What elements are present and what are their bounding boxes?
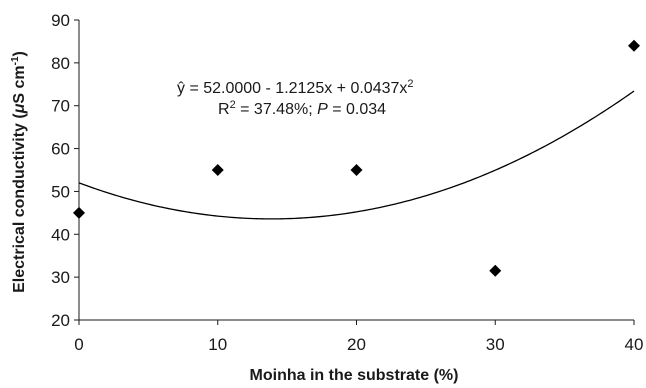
y-axis-title: Electrical conductivity (μS cm-1) bbox=[10, 51, 28, 293]
y-tick-label: 90 bbox=[51, 11, 70, 30]
x-axis-title: Moinha in the substrate (%) bbox=[250, 367, 459, 384]
y-tick-label: 80 bbox=[51, 54, 70, 73]
x-tick-label: 30 bbox=[486, 335, 505, 354]
x-tick-label: 20 bbox=[347, 335, 366, 354]
data-point bbox=[211, 164, 224, 176]
y-tick-label: 20 bbox=[51, 311, 70, 330]
x-axis-ticks: 0 10 20 30 40 bbox=[74, 320, 643, 354]
regression-equation: ŷ = 52.0000 - 1.2125x + 0.0437x2 bbox=[177, 78, 414, 97]
y-tick-label: 30 bbox=[51, 268, 70, 287]
data-points bbox=[73, 39, 640, 277]
fit-curve-group bbox=[78, 90, 635, 220]
y-tick-label: 40 bbox=[51, 225, 70, 244]
regression-stats: R2 = 37.48%; P = 0.034 bbox=[218, 99, 386, 118]
x-tick-label: 10 bbox=[208, 335, 227, 354]
data-point bbox=[73, 206, 85, 219]
data-point bbox=[489, 264, 502, 277]
data-point bbox=[350, 164, 363, 176]
y-axis-ticks: 20 30 40 50 60 70 80 90 bbox=[51, 11, 79, 330]
x-tick-label: 0 bbox=[74, 335, 83, 354]
y-tick-label: 50 bbox=[51, 182, 70, 201]
y-tick-label: 60 bbox=[51, 140, 70, 159]
x-tick-label: 40 bbox=[625, 335, 644, 354]
fit-curve bbox=[78, 90, 635, 220]
data-point bbox=[628, 39, 640, 52]
y-tick-label: 70 bbox=[51, 97, 70, 116]
